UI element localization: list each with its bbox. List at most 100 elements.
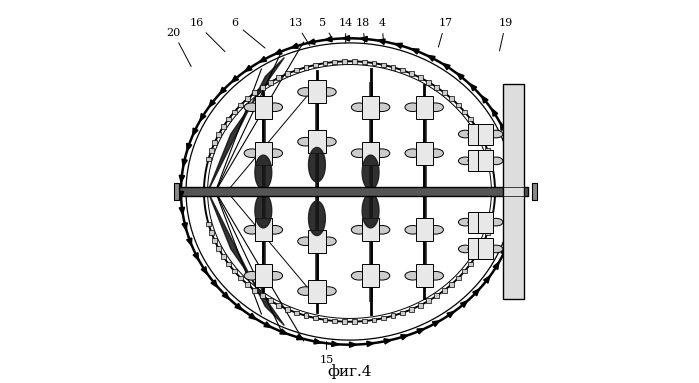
Ellipse shape	[352, 149, 367, 157]
Text: 15: 15	[319, 342, 333, 365]
Polygon shape	[515, 185, 521, 192]
FancyBboxPatch shape	[232, 110, 236, 114]
FancyBboxPatch shape	[473, 254, 478, 259]
Polygon shape	[208, 57, 284, 191]
FancyBboxPatch shape	[206, 157, 211, 161]
FancyBboxPatch shape	[488, 222, 493, 226]
Polygon shape	[384, 339, 391, 344]
Ellipse shape	[374, 226, 390, 234]
Polygon shape	[443, 64, 450, 70]
Polygon shape	[331, 341, 339, 347]
Ellipse shape	[405, 149, 421, 157]
FancyBboxPatch shape	[285, 71, 290, 76]
Polygon shape	[264, 322, 271, 327]
FancyBboxPatch shape	[245, 97, 250, 101]
Ellipse shape	[321, 88, 336, 96]
Polygon shape	[291, 43, 298, 48]
FancyBboxPatch shape	[217, 132, 221, 137]
Ellipse shape	[352, 272, 367, 280]
FancyBboxPatch shape	[485, 148, 490, 153]
Polygon shape	[367, 341, 374, 347]
Ellipse shape	[489, 245, 503, 253]
Text: 6: 6	[231, 18, 265, 48]
FancyBboxPatch shape	[179, 187, 528, 196]
FancyBboxPatch shape	[343, 319, 347, 324]
Polygon shape	[259, 57, 266, 62]
FancyBboxPatch shape	[254, 218, 272, 241]
FancyBboxPatch shape	[400, 68, 405, 72]
FancyBboxPatch shape	[308, 80, 326, 103]
FancyBboxPatch shape	[206, 222, 211, 226]
FancyBboxPatch shape	[435, 85, 439, 90]
Polygon shape	[470, 84, 477, 91]
FancyBboxPatch shape	[449, 97, 454, 101]
FancyBboxPatch shape	[303, 65, 308, 70]
FancyBboxPatch shape	[391, 313, 396, 318]
FancyBboxPatch shape	[352, 319, 356, 324]
Ellipse shape	[267, 149, 282, 157]
Polygon shape	[512, 217, 517, 224]
Ellipse shape	[374, 272, 390, 280]
Polygon shape	[255, 193, 272, 228]
Polygon shape	[211, 280, 217, 287]
Text: 4: 4	[378, 18, 386, 45]
Polygon shape	[249, 313, 256, 319]
Polygon shape	[493, 262, 499, 269]
Polygon shape	[179, 175, 185, 182]
Polygon shape	[275, 49, 282, 54]
Text: 19: 19	[498, 18, 513, 51]
Ellipse shape	[468, 245, 482, 253]
FancyBboxPatch shape	[463, 269, 467, 273]
FancyBboxPatch shape	[313, 316, 317, 321]
FancyBboxPatch shape	[473, 124, 478, 129]
FancyBboxPatch shape	[260, 85, 264, 90]
FancyBboxPatch shape	[435, 293, 439, 298]
FancyBboxPatch shape	[456, 275, 461, 280]
FancyBboxPatch shape	[416, 142, 433, 165]
Ellipse shape	[459, 130, 473, 138]
FancyBboxPatch shape	[352, 59, 356, 64]
FancyBboxPatch shape	[277, 303, 281, 308]
Polygon shape	[235, 303, 242, 310]
FancyBboxPatch shape	[175, 183, 179, 200]
FancyBboxPatch shape	[391, 65, 396, 70]
Ellipse shape	[428, 103, 443, 111]
FancyBboxPatch shape	[468, 238, 484, 260]
FancyBboxPatch shape	[478, 132, 482, 137]
FancyBboxPatch shape	[268, 298, 273, 303]
FancyBboxPatch shape	[400, 311, 405, 315]
FancyBboxPatch shape	[456, 103, 461, 108]
FancyBboxPatch shape	[313, 62, 317, 67]
Ellipse shape	[428, 149, 443, 157]
Polygon shape	[350, 342, 356, 347]
FancyBboxPatch shape	[449, 282, 454, 286]
FancyBboxPatch shape	[488, 157, 493, 161]
FancyBboxPatch shape	[372, 318, 376, 322]
Polygon shape	[187, 238, 192, 246]
Text: 17: 17	[438, 18, 452, 47]
FancyBboxPatch shape	[468, 151, 484, 172]
FancyBboxPatch shape	[482, 140, 487, 145]
FancyBboxPatch shape	[468, 212, 484, 233]
FancyBboxPatch shape	[478, 246, 482, 251]
FancyBboxPatch shape	[254, 142, 272, 165]
Ellipse shape	[468, 130, 482, 138]
Polygon shape	[231, 76, 238, 82]
FancyBboxPatch shape	[323, 61, 327, 65]
FancyBboxPatch shape	[442, 90, 447, 95]
Polygon shape	[187, 143, 192, 151]
FancyBboxPatch shape	[308, 230, 326, 253]
Ellipse shape	[298, 137, 313, 146]
FancyBboxPatch shape	[382, 62, 386, 67]
Ellipse shape	[459, 245, 473, 253]
Polygon shape	[245, 65, 252, 72]
Polygon shape	[507, 232, 512, 240]
Polygon shape	[360, 36, 368, 42]
FancyBboxPatch shape	[212, 140, 217, 145]
Ellipse shape	[428, 226, 443, 234]
FancyBboxPatch shape	[260, 293, 264, 298]
Ellipse shape	[352, 226, 367, 234]
Ellipse shape	[405, 103, 421, 111]
FancyBboxPatch shape	[333, 319, 337, 323]
Polygon shape	[308, 201, 325, 236]
